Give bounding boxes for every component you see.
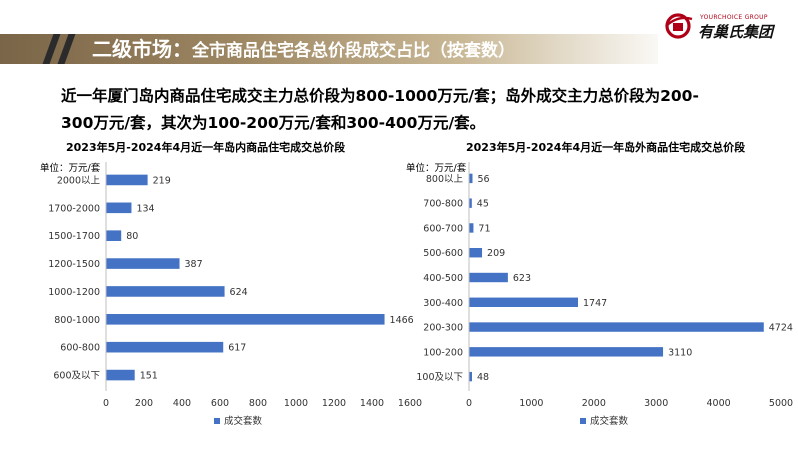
summary-line-2: 300万元/套，其次为100-200万元/套和300-400万元/套。 xyxy=(61,114,486,132)
logo-name-en: YOURCHOICE GROUP xyxy=(700,14,768,21)
chart-1-category-label: 1200-1500 xyxy=(48,259,100,270)
chart-1-x-tick-label: 200 xyxy=(135,398,153,409)
chart-1-data-label: 219 xyxy=(153,175,171,186)
chart-2-data-label: 1747 xyxy=(583,298,607,309)
chart-2-category-label: 100-200 xyxy=(423,347,463,358)
logo-name-cn: 有巢氏集团 xyxy=(698,23,774,41)
chart-2-bar xyxy=(469,297,579,307)
page-title: 二级市场：全市商品住宅各总价段成交占比（按套数） xyxy=(92,35,515,63)
chart-2-x-tick-label: 1000 xyxy=(519,398,543,409)
chart-1-data-label: 624 xyxy=(230,287,248,298)
chart-2-data-label: 48 xyxy=(477,372,489,383)
chart-1-x-tick-label: 1200 xyxy=(322,398,346,409)
chart-2-bar xyxy=(469,248,483,258)
chart-1-data-label: 1466 xyxy=(390,315,414,326)
chart-2-title: 2023年5月-2024年4月近一年岛外商品住宅成交总价段 xyxy=(466,141,746,154)
chart-2-bar xyxy=(469,347,664,357)
chart-1-x-tick-label: 1600 xyxy=(398,398,422,409)
chart-1-bar xyxy=(106,314,385,325)
nest-logo-icon xyxy=(665,13,693,39)
chart-2-data-label: 4724 xyxy=(769,323,793,334)
chart-1-legend-label: 成交套数 xyxy=(224,415,263,427)
chart-2-data-label: 209 xyxy=(487,248,505,259)
chart-1-category-label: 600-800 xyxy=(60,343,100,354)
chart-2-bar xyxy=(469,272,508,283)
chart-1-legend-swatch xyxy=(214,418,220,424)
chart-1-unit-label: 单位：万元/套 xyxy=(40,163,101,174)
chart-2-x-tick-label: 0 xyxy=(466,398,472,409)
chart-2-x-tick-label: 4000 xyxy=(707,398,731,409)
chart-2-data-label: 45 xyxy=(477,199,489,210)
chart-2-category-label: 300-400 xyxy=(423,298,463,309)
chart-2-x-tick-label: 5000 xyxy=(769,398,793,409)
header-bar xyxy=(0,34,658,64)
chart-1-category-label: 2000以上 xyxy=(57,175,101,186)
page-title-main: 二级市场： xyxy=(92,37,192,61)
chart-2-bar xyxy=(469,223,474,233)
chart-1-bar xyxy=(106,202,132,214)
chart-1-category-label: 1000-1200 xyxy=(48,287,100,298)
chart-1-data-label: 617 xyxy=(228,343,246,354)
chart-2-data-label: 56 xyxy=(477,174,489,185)
chart-1-x-tick-label: 600 xyxy=(211,398,229,409)
chart-1-data-label: 134 xyxy=(136,203,154,214)
chart-2-bar xyxy=(469,198,472,208)
chart-2-category-label: 500-600 xyxy=(423,248,463,259)
chart-1-x-tick-label: 800 xyxy=(249,398,267,409)
chart-2-category-label: 400-500 xyxy=(423,273,463,284)
chart-1-category-label: 600及以下 xyxy=(53,371,100,382)
chart-2-x-tick-label: 2000 xyxy=(582,398,606,409)
chart-2-category-label: 200-300 xyxy=(423,323,463,334)
chart-1-bar xyxy=(106,341,224,353)
chart-1-data-label: 151 xyxy=(140,371,158,382)
chart-2-bar xyxy=(469,173,473,184)
chart-2-data-label: 71 xyxy=(478,223,490,234)
chart-1-bar xyxy=(106,230,122,241)
chart-1-x-tick-label: 400 xyxy=(173,398,191,409)
chart-2-unit-label: 单位：万元/套 xyxy=(406,163,467,174)
chart-1-x-tick-label: 1400 xyxy=(360,398,384,409)
chart-1-data-label: 80 xyxy=(126,231,138,242)
company-logo: YOURCHOICE GROUP 有巢氏集团 xyxy=(664,6,794,41)
chart-1-category-label: 1500-1700 xyxy=(48,231,100,242)
summary-text: 近一年厦门岛内商品住宅成交主力总价段为800-1000万元/套；岛外成交主力总价… xyxy=(61,83,761,137)
chart-2-legend-swatch xyxy=(580,418,586,424)
chart-2-bar xyxy=(469,371,472,382)
chart-1-bar xyxy=(106,174,148,186)
chart-1-category-label: 1700-2000 xyxy=(48,203,100,214)
chart-2-data-label: 3110 xyxy=(668,347,692,358)
chart-1-x-tick-label: 0 xyxy=(103,398,109,409)
chart-2-bar xyxy=(469,322,764,332)
chart-2-category-label: 800以上 xyxy=(426,174,464,185)
chart-1-data-label: 387 xyxy=(185,259,203,270)
chart-1-category-label: 800-1000 xyxy=(54,315,100,326)
chart-1-x-tick-label: 1000 xyxy=(284,398,308,409)
chart-1-bar xyxy=(106,286,225,297)
chart-2-legend-label: 成交套数 xyxy=(590,415,629,427)
chart-2-x-tick-label: 3000 xyxy=(644,398,668,409)
page-title-sub: 全市商品住宅各总价段成交占比（按套数） xyxy=(192,41,515,61)
chart-2-category-label: 600-700 xyxy=(423,223,463,234)
chart-1-title: 2023年5月-2024年4月近一年岛内商品住宅成交总价段 xyxy=(66,141,346,154)
chart-1-bar xyxy=(106,369,135,381)
chart-2-category-label: 700-800 xyxy=(423,199,463,210)
chart-2-data-label: 623 xyxy=(513,273,531,284)
summary-line-1: 近一年厦门岛内商品住宅成交主力总价段为800-1000万元/套；岛外成交主力总价… xyxy=(61,87,699,105)
chart-1-bar xyxy=(106,258,180,269)
chart-2-category-label: 100及以下 xyxy=(416,372,463,383)
